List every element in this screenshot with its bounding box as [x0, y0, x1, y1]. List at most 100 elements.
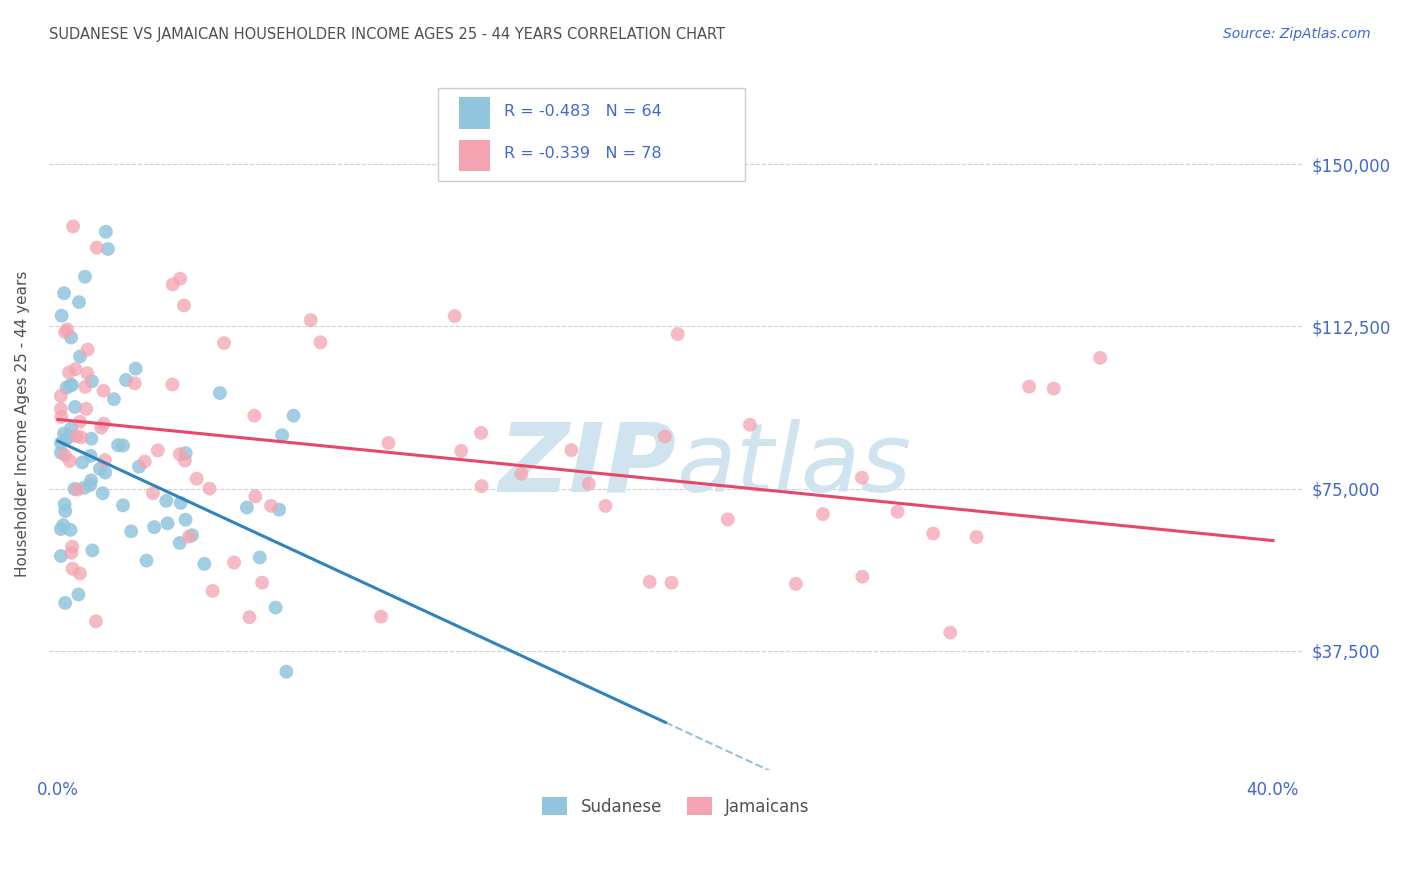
- Point: [49, 549, 72, 563]
- Point: [76, 366, 98, 380]
- Point: [851, 569, 873, 583]
- Point: [84, 615, 107, 629]
- Point: [51, 309, 73, 323]
- Point: [55, 381, 77, 395]
- Point: [94, 453, 117, 467]
- Point: [49, 445, 72, 459]
- Point: [62, 219, 84, 234]
- Text: R = -0.339   N = 78: R = -0.339 N = 78: [505, 146, 662, 161]
- Point: [1042, 382, 1064, 396]
- Point: [65, 362, 87, 376]
- Point: [89, 462, 111, 476]
- Point: [60, 378, 83, 392]
- Point: [60, 540, 83, 554]
- Point: [939, 625, 962, 640]
- Point: [53, 426, 76, 441]
- Point: [49, 436, 72, 450]
- Point: [169, 536, 191, 550]
- Point: [86, 241, 108, 255]
- Point: [56, 322, 79, 336]
- Point: [595, 499, 617, 513]
- Text: SUDANESE VS JAMAICAN HOUSEHOLDER INCOME AGES 25 - 44 YEARS CORRELATION CHART: SUDANESE VS JAMAICAN HOUSEHOLDER INCOME …: [49, 27, 725, 42]
- FancyBboxPatch shape: [437, 87, 745, 181]
- Point: [201, 583, 224, 598]
- Point: [73, 269, 96, 284]
- Point: [283, 409, 305, 423]
- Point: [299, 313, 322, 327]
- Point: [51, 409, 73, 424]
- Point: [79, 449, 101, 463]
- Point: [60, 546, 83, 560]
- Y-axis label: Householder Income Ages 25 - 44 years: Householder Income Ages 25 - 44 years: [15, 270, 30, 577]
- Bar: [458, 140, 491, 171]
- Point: [276, 665, 298, 679]
- Point: [67, 295, 90, 310]
- Point: [76, 343, 98, 357]
- Point: [91, 486, 114, 500]
- Point: [193, 557, 215, 571]
- Point: [661, 575, 683, 590]
- Point: [638, 574, 661, 589]
- Point: [654, 429, 676, 443]
- Point: [169, 447, 191, 461]
- Point: [53, 596, 76, 610]
- Point: [49, 389, 72, 403]
- Point: [560, 443, 582, 458]
- Point: [578, 476, 600, 491]
- Point: [75, 380, 97, 394]
- Point: [177, 530, 200, 544]
- Point: [269, 502, 291, 516]
- Text: atlas: atlas: [676, 418, 911, 512]
- Point: [134, 454, 156, 468]
- Point: [717, 512, 740, 526]
- Point: [93, 417, 115, 431]
- Point: [52, 518, 75, 533]
- Point: [250, 575, 273, 590]
- Point: [59, 454, 82, 468]
- Point: [450, 443, 472, 458]
- Point: [811, 507, 834, 521]
- Point: [1090, 351, 1112, 365]
- Point: [59, 378, 82, 392]
- Point: [245, 490, 267, 504]
- Point: [173, 453, 195, 467]
- Point: [224, 556, 246, 570]
- Point: [370, 609, 392, 624]
- Point: [146, 443, 169, 458]
- Point: [785, 577, 807, 591]
- Point: [55, 432, 77, 446]
- Point: [174, 446, 197, 460]
- Point: [377, 436, 399, 450]
- Point: [173, 298, 195, 312]
- Point: [922, 526, 945, 541]
- Bar: [458, 97, 491, 128]
- Point: [67, 587, 90, 601]
- Point: [443, 309, 465, 323]
- Point: [169, 271, 191, 285]
- Point: [70, 430, 93, 444]
- Point: [135, 553, 157, 567]
- Point: [69, 415, 91, 429]
- Point: [212, 336, 235, 351]
- Point: [238, 610, 260, 624]
- Point: [49, 401, 72, 416]
- Point: [155, 493, 177, 508]
- Point: [162, 377, 184, 392]
- Point: [82, 543, 104, 558]
- Point: [90, 420, 112, 434]
- Point: [271, 428, 294, 442]
- Point: [162, 277, 184, 292]
- Point: [80, 474, 103, 488]
- Point: [510, 467, 533, 481]
- Point: [94, 466, 117, 480]
- Point: [309, 335, 332, 350]
- Point: [470, 425, 492, 440]
- Point: [264, 600, 287, 615]
- Point: [94, 225, 117, 239]
- Point: [69, 350, 91, 364]
- Point: [73, 481, 96, 495]
- Point: [181, 528, 204, 542]
- Point: [156, 516, 179, 531]
- Point: [111, 499, 134, 513]
- Text: Source: ZipAtlas.com: Source: ZipAtlas.com: [1223, 27, 1371, 41]
